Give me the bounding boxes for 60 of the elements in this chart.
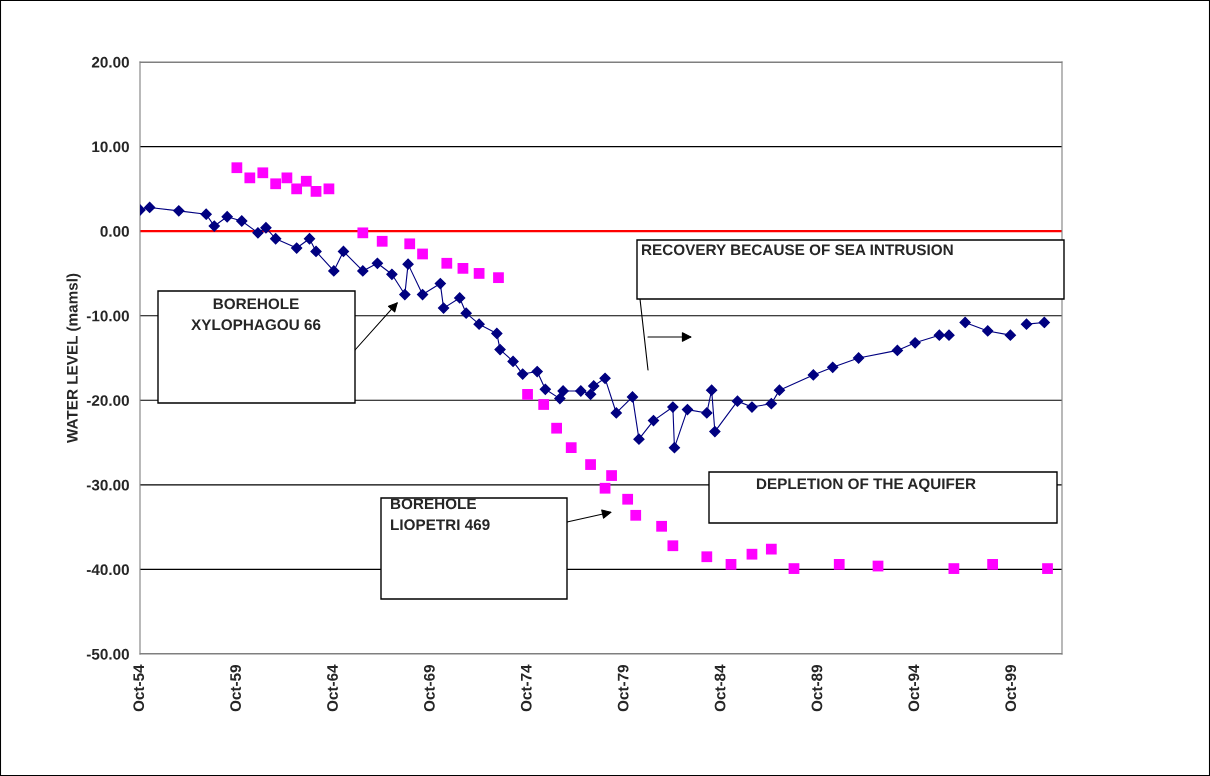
x-tick-label: Oct-84	[714, 664, 726, 712]
point	[357, 227, 369, 239]
point	[281, 172, 293, 184]
point	[551, 422, 562, 434]
point	[493, 272, 504, 284]
y-tick-label: -50.00	[86, 648, 129, 660]
point	[323, 183, 335, 195]
y-tick-label: -40.00	[86, 564, 129, 576]
point	[1042, 563, 1053, 574]
point	[291, 183, 303, 195]
point	[765, 543, 777, 555]
x-tick-label: Oct-89	[811, 664, 823, 712]
point	[300, 175, 312, 187]
point	[441, 257, 453, 269]
x-tick-label: Oct-54	[133, 664, 145, 712]
x-tick-label: Oct-99	[1005, 664, 1017, 712]
y-tick-label: -30.00	[86, 479, 129, 491]
point	[457, 262, 469, 274]
point	[599, 482, 611, 494]
annotation: BOREHOLE XYLOPHAGOU 66	[191, 298, 321, 331]
point	[257, 167, 269, 179]
point	[522, 388, 533, 400]
point	[667, 540, 679, 552]
y-axis-title: WATER LEVEL (mamsl)	[66, 273, 81, 444]
point	[473, 268, 485, 279]
point	[231, 162, 243, 174]
point	[987, 558, 998, 570]
point	[310, 186, 322, 197]
point	[701, 551, 713, 563]
point	[417, 248, 428, 260]
x-tick-label: Oct-94	[908, 664, 920, 712]
point	[376, 235, 388, 247]
point	[244, 172, 256, 184]
x-tick-label: Oct-79	[617, 664, 629, 712]
point	[833, 558, 845, 570]
x-tick-label: Oct-74	[520, 664, 532, 712]
point	[725, 558, 737, 570]
x-tick-label: Oct-64	[327, 664, 338, 712]
point	[404, 238, 416, 250]
point	[538, 399, 550, 410]
y-tick-label: 10.00	[92, 141, 129, 153]
x-tick-label: Oct-69	[423, 664, 435, 712]
point	[622, 493, 634, 505]
point	[585, 459, 596, 470]
annotation: RECOVERY BECAUSE OF SEA INTRUSION	[642, 244, 953, 256]
point	[630, 509, 642, 521]
point	[270, 178, 282, 190]
point	[565, 442, 577, 454]
point	[948, 563, 960, 574]
annotation: BOREHOLE LIOPETRI 469	[391, 498, 490, 531]
annotation: DEPLETION OF THE AQUIFER	[756, 478, 976, 493]
y-tick-label: -20.00	[86, 395, 129, 406]
point	[656, 520, 667, 532]
point	[606, 470, 617, 481]
y-tick-label: 0.00	[100, 226, 129, 237]
point	[788, 563, 800, 574]
x-tick-label: Oct-59	[230, 664, 241, 712]
y-tick-label: -10.00	[86, 310, 129, 322]
point	[746, 548, 758, 560]
y-tick-label: 20.00	[91, 56, 129, 68]
